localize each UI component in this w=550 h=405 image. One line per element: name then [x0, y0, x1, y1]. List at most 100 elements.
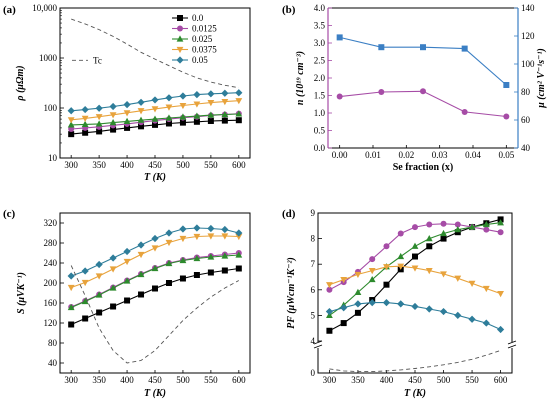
- data-point: [137, 241, 145, 249]
- y-tick-label: 80: [48, 338, 58, 348]
- data-point: [95, 260, 103, 269]
- data-point: [468, 315, 476, 323]
- series-line: [71, 235, 239, 289]
- data-point: [95, 273, 103, 280]
- data-point: [425, 235, 433, 242]
- data-point: [68, 131, 75, 138]
- panel-label-a: (a): [3, 4, 16, 16]
- data-point: [68, 321, 75, 328]
- data-point: [123, 117, 131, 124]
- data-point: [468, 280, 476, 287]
- data-point: [207, 90, 215, 98]
- data-point: [354, 288, 362, 295]
- data-point: [378, 89, 385, 95]
- data-point: [165, 239, 173, 247]
- y-tick-label: 100: [44, 103, 58, 113]
- axis-break-mark: [507, 340, 517, 345]
- data-point: [207, 100, 215, 107]
- y-tick-label: 5: [311, 310, 316, 320]
- series-0.05: [67, 89, 243, 115]
- y-tick-label: 6: [311, 285, 316, 295]
- data-point: [123, 100, 131, 109]
- data-point: [235, 265, 242, 272]
- data-point: [82, 129, 89, 136]
- data-point: [81, 120, 89, 127]
- data-point: [454, 311, 462, 319]
- y-tick-label: 120: [44, 318, 58, 328]
- data-point: [354, 271, 362, 279]
- data-point: [221, 233, 229, 240]
- x-tick-label: 0.03: [432, 150, 448, 160]
- y-right-tick-label: 60: [521, 115, 531, 125]
- data-point: [461, 108, 468, 115]
- y-axis-label: ρ (μΩm): [15, 65, 26, 101]
- data-point: [165, 104, 173, 111]
- x-tick-label: 550: [204, 375, 218, 385]
- data-point: [165, 259, 173, 267]
- data-point: [336, 34, 343, 41]
- series-0.0: [68, 265, 242, 328]
- y-tick-label: 200: [44, 278, 58, 288]
- data-point: [207, 117, 214, 124]
- data-point: [165, 280, 172, 286]
- data-point: [137, 108, 145, 115]
- data-point: [152, 121, 158, 128]
- x-axis-label: Se fraction (x): [393, 162, 454, 173]
- data-point: [326, 286, 333, 293]
- series-0.0375: [326, 263, 504, 298]
- data-point: [325, 307, 334, 316]
- x-tick-label: 500: [437, 375, 451, 385]
- data-point: [67, 121, 75, 128]
- legend-entry: 0.05: [192, 55, 208, 65]
- axis-break-gap: [314, 342, 322, 348]
- data-point: [382, 299, 391, 307]
- data-point: [397, 252, 405, 260]
- data-point: [109, 284, 117, 291]
- data-point: [221, 267, 228, 274]
- series-μ: [336, 34, 510, 88]
- data-point: [110, 303, 117, 310]
- y-tick-label: 10,000: [32, 3, 57, 13]
- data-point: [152, 285, 158, 292]
- data-point: [221, 89, 229, 97]
- data-point: [151, 106, 159, 113]
- x-tick-label: 0.00: [332, 150, 348, 160]
- series-0.05: [325, 299, 505, 334]
- y-right-axis-label: μ (cm² V⁻¹s⁻¹): [536, 48, 547, 109]
- data-point: [95, 114, 103, 121]
- data-point: [81, 297, 89, 305]
- data-point: [411, 302, 419, 311]
- data-point: [165, 94, 173, 102]
- data-point: [137, 251, 145, 259]
- data-point: [68, 126, 75, 133]
- y-tick-label: 8: [311, 234, 316, 244]
- data-point: [221, 110, 229, 118]
- data-point: [96, 128, 103, 135]
- data-point: [67, 303, 75, 311]
- data-point: [235, 233, 243, 241]
- data-point: [67, 117, 75, 124]
- y-tick-label: 40: [48, 358, 58, 368]
- data-point: [483, 226, 490, 233]
- data-point: [369, 256, 376, 263]
- data-point: [193, 101, 201, 108]
- data-point: [193, 118, 200, 125]
- legend-entry: 0.025: [192, 34, 213, 44]
- data-point: [221, 225, 229, 234]
- plot-frame: [317, 212, 513, 374]
- x-tick-label: 0.05: [498, 150, 514, 160]
- x-tick-label: 600: [494, 375, 508, 385]
- data-point: [82, 315, 89, 322]
- series-0.025: [67, 110, 243, 128]
- data-point: [96, 309, 103, 316]
- data-point: [81, 279, 89, 287]
- series-0.05: [67, 224, 243, 280]
- y-right-tick-label: 40: [521, 143, 531, 153]
- data-point: [482, 285, 490, 293]
- tc-dashed-line: [329, 349, 501, 373]
- plot-frame: [59, 7, 251, 159]
- x-tick-label: 450: [148, 375, 162, 385]
- data-point: [193, 112, 201, 119]
- data-point: [426, 221, 433, 228]
- data-point: [497, 229, 504, 236]
